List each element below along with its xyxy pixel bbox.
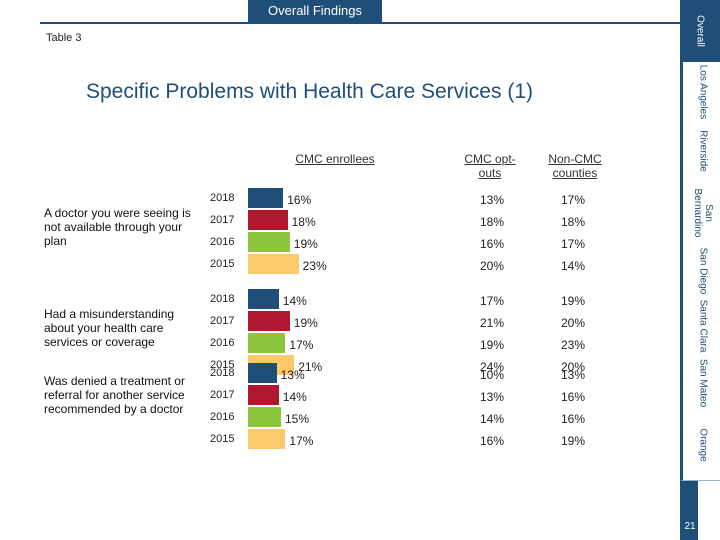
side-nav-label: Santa Clara <box>697 299 709 353</box>
row-label: A doctor you were seeing is not availabl… <box>44 206 191 248</box>
non-cmc-value: 19% <box>560 294 586 308</box>
bar-value-label: 13% <box>280 368 305 382</box>
bar-value-label: 14% <box>282 294 307 308</box>
non-cmc-value: 16% <box>560 412 586 426</box>
bar-2016 <box>248 333 286 353</box>
cmc-optouts-value: 13% <box>479 193 505 207</box>
non-cmc-value: 20% <box>560 316 586 330</box>
side-nav-item-los-angeles[interactable]: Los Angeles <box>680 62 720 123</box>
year-label: 2015 <box>210 433 235 445</box>
non-cmc-value: 19% <box>560 434 586 448</box>
side-nav-label: San Diego <box>697 247 709 295</box>
bar-value-label: 17% <box>289 434 314 448</box>
cmc-optouts-value: 24% <box>479 360 505 374</box>
side-nav-item-riverside[interactable]: Riverside <box>680 122 720 181</box>
overall-findings-tab[interactable]: Overall Findings <box>248 0 382 22</box>
year-label: 2015 <box>210 258 235 270</box>
bar-2017 <box>248 311 290 331</box>
cmc-optouts-value: 17% <box>479 294 505 308</box>
bar-value-label: 17% <box>289 338 314 352</box>
side-nav-item-overall[interactable]: Overall <box>680 0 720 63</box>
bar-value-label: 19% <box>293 316 318 330</box>
side-nav-label: San Mateo <box>697 358 709 408</box>
cmc-optouts-value: 14% <box>479 412 505 426</box>
side-nav-label: San Bernardino <box>692 188 714 238</box>
side-nav-label: Overall <box>694 15 706 47</box>
non-cmc-value: 17% <box>560 237 586 251</box>
cmc-optouts-value: 19% <box>479 338 505 352</box>
bar-2015 <box>248 429 286 449</box>
year-label: 2015 <box>210 359 235 371</box>
side-nav-item-san-mateo[interactable]: San Mateo <box>680 356 720 411</box>
non-cmc-value: 13% <box>560 368 586 382</box>
non-cmc-value: 18% <box>560 215 586 229</box>
bar-2017 <box>248 385 279 405</box>
bar-value-label: 15% <box>285 412 310 426</box>
page-number: 21 <box>682 518 698 536</box>
bar-value-label: 14% <box>282 390 307 404</box>
bar-2018 <box>248 289 279 309</box>
column-header-cmc-enrollees: CMC enrollees <box>295 152 375 166</box>
year-label: 2018 <box>210 293 235 305</box>
bar-value-label: 21% <box>298 360 323 374</box>
page-title: Specific Problems with Health Care Servi… <box>86 80 533 103</box>
year-label: 2016 <box>210 236 235 248</box>
non-cmc-value: 17% <box>560 193 586 207</box>
side-nav-item-san-bernardino[interactable]: San Bernardino <box>680 180 720 247</box>
bar-2016 <box>248 407 281 427</box>
side-navigation: Overall Los Angeles Riverside San Bernardin… <box>680 0 720 540</box>
year-label: 2017 <box>210 389 235 401</box>
cmc-optouts-value: 20% <box>479 259 505 273</box>
header-rule <box>40 22 680 24</box>
table-label: Table 3 <box>46 32 82 44</box>
bar-2015 <box>248 254 299 274</box>
bar-2018 <box>248 188 284 208</box>
cmc-optouts-value: 21% <box>479 316 505 330</box>
bar-value-label: 19% <box>293 237 318 251</box>
cmc-optouts-value: 13% <box>479 390 505 404</box>
bar-value-label: 16% <box>287 193 312 207</box>
year-label: 2018 <box>210 192 235 204</box>
year-label: 2016 <box>210 411 235 423</box>
year-label: 2016 <box>210 337 235 349</box>
year-label: 2017 <box>210 315 235 327</box>
column-header-non-cmc: Non-CMC counties <box>548 152 602 180</box>
cmc-optouts-value: 18% <box>479 215 505 229</box>
cmc-optouts-value: 10% <box>479 368 505 382</box>
side-nav-item-san-diego[interactable]: San Diego <box>680 246 720 297</box>
bar-value-label: 18% <box>291 215 316 229</box>
non-cmc-value: 14% <box>560 259 586 273</box>
non-cmc-value: 20% <box>560 360 586 374</box>
year-label: 2017 <box>210 214 235 226</box>
column-header-cmc-optouts: CMC opt-outs <box>464 152 516 180</box>
row-label: Had a misunderstanding about your health… <box>44 307 175 349</box>
side-nav-item-orange[interactable]: Orange <box>680 410 720 481</box>
row-label: Was denied a treatment or referral for a… <box>44 374 185 416</box>
bar-2018 <box>248 363 277 383</box>
cmc-optouts-value: 16% <box>479 237 505 251</box>
cmc-optouts-value: 16% <box>479 434 505 448</box>
bar-2016 <box>248 232 290 252</box>
non-cmc-value: 16% <box>560 390 586 404</box>
bar-2017 <box>248 210 288 230</box>
side-nav-label: Orange <box>697 428 709 462</box>
year-label: 2018 <box>210 367 235 379</box>
bar-value-label: 23% <box>302 259 327 273</box>
side-nav-label: Los Angeles <box>697 64 709 120</box>
non-cmc-value: 23% <box>560 338 586 352</box>
side-nav-item-santa-clara[interactable]: Santa Clara <box>680 296 720 357</box>
side-nav-label: Riverside <box>697 130 709 172</box>
